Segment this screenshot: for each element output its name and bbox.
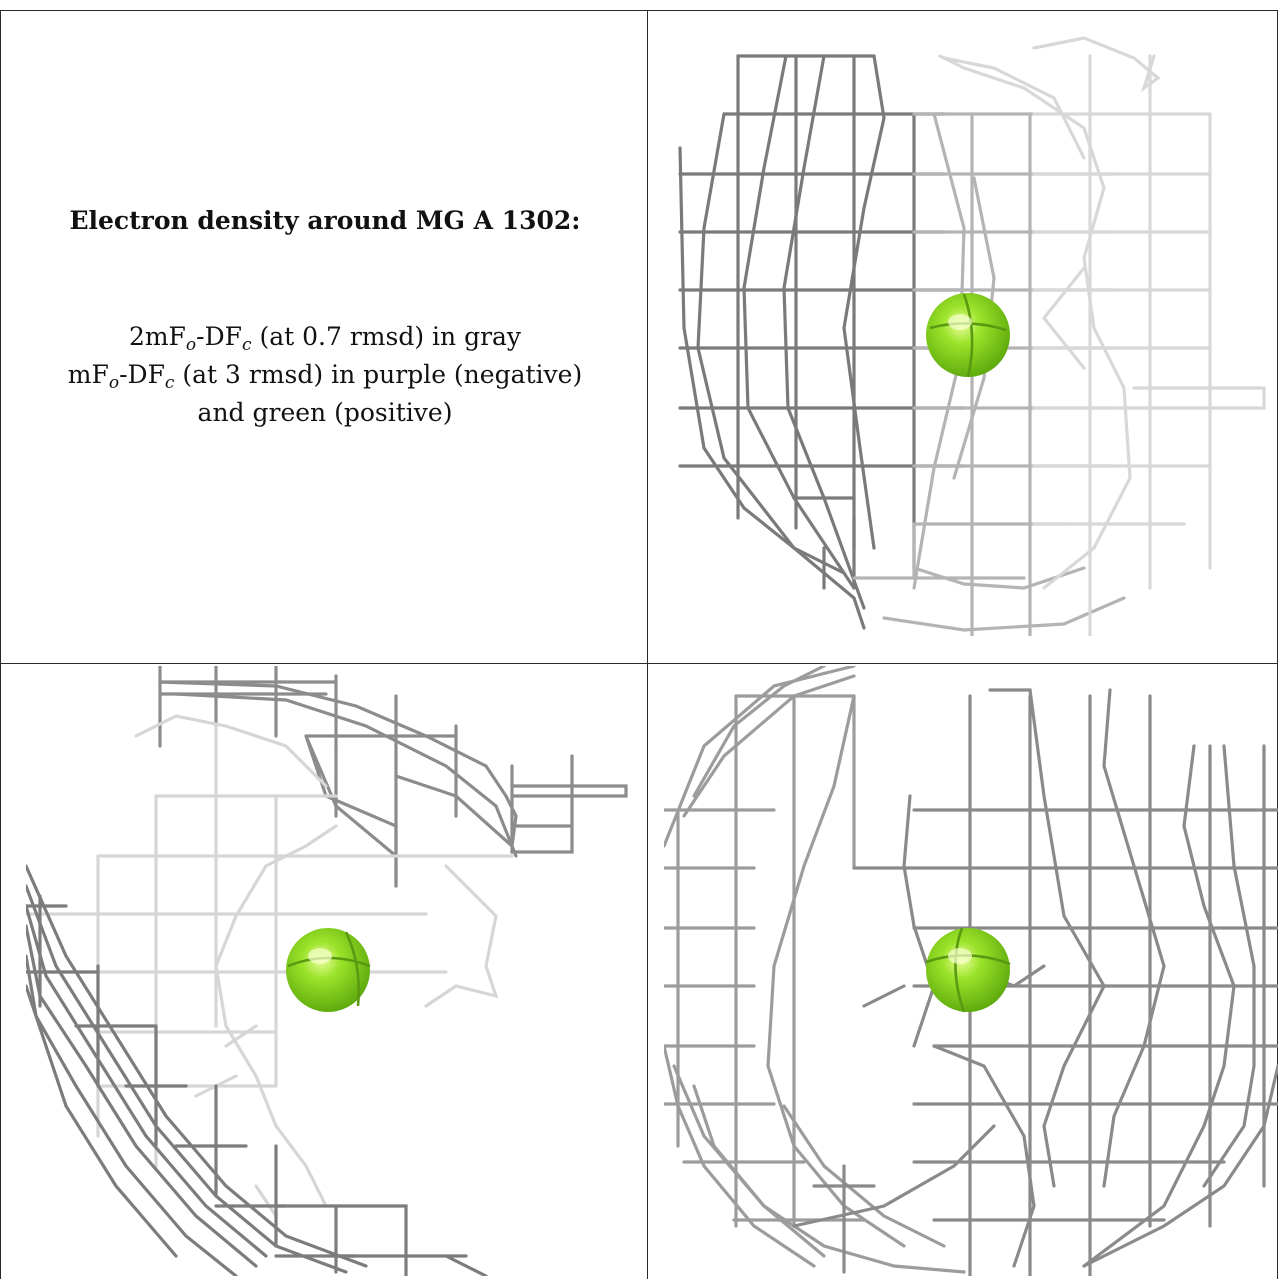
caption-cell: Electron density around MG A 1302: 2mFo-… xyxy=(2,12,646,662)
mg-atom-sphere xyxy=(925,927,1011,1013)
density-view-top-right xyxy=(664,28,1270,636)
legend-text: mF xyxy=(67,360,109,389)
mesh-image-bottom-left xyxy=(26,666,628,1276)
mesh-dark xyxy=(158,666,628,888)
density-view-bottom-right xyxy=(664,666,1278,1276)
center-divider xyxy=(647,10,648,1279)
legend-line-mfo: mFo-DFc (at 3 rmsd) in purple (negative) xyxy=(2,356,646,394)
mesh-dark xyxy=(678,54,966,630)
legend-text: 2mF xyxy=(128,322,186,351)
mesh-image-bottom-right xyxy=(664,666,1278,1276)
legend-text: (at 0.7 rmsd) in gray xyxy=(251,322,522,351)
subscript-o: o xyxy=(108,373,120,393)
legend-text: -DF xyxy=(119,360,165,389)
mesh-image-top-right xyxy=(678,36,1266,636)
mesh-light xyxy=(938,36,1266,636)
legend-text: (at 3 rmsd) in purple (negative) xyxy=(174,360,583,389)
subscript-c: c xyxy=(164,373,175,393)
mesh-diagonal xyxy=(26,864,488,1276)
subscript-c: c xyxy=(242,335,252,355)
top-border xyxy=(0,10,1278,11)
left-border xyxy=(0,10,1,1279)
mesh-left-arc xyxy=(664,666,966,1274)
mg-atom-sphere xyxy=(286,928,371,1012)
legend-line-2mfo: 2mFo-DFc (at 0.7 rmsd) in gray xyxy=(2,318,646,356)
subscript-o: o xyxy=(185,335,197,355)
middle-divider xyxy=(0,663,1278,664)
figure-title: Electron density around MG A 1302: xyxy=(69,206,581,235)
mg-atom-sphere xyxy=(926,293,1010,378)
mesh-right xyxy=(792,688,1278,1276)
density-view-bottom-left xyxy=(26,666,632,1276)
legend-line-green: and green (positive) xyxy=(197,398,453,427)
figure-legend: 2mFo-DFc (at 0.7 rmsd) in gray mFo-DFc (… xyxy=(2,318,646,432)
legend-text: -DF xyxy=(196,322,242,351)
